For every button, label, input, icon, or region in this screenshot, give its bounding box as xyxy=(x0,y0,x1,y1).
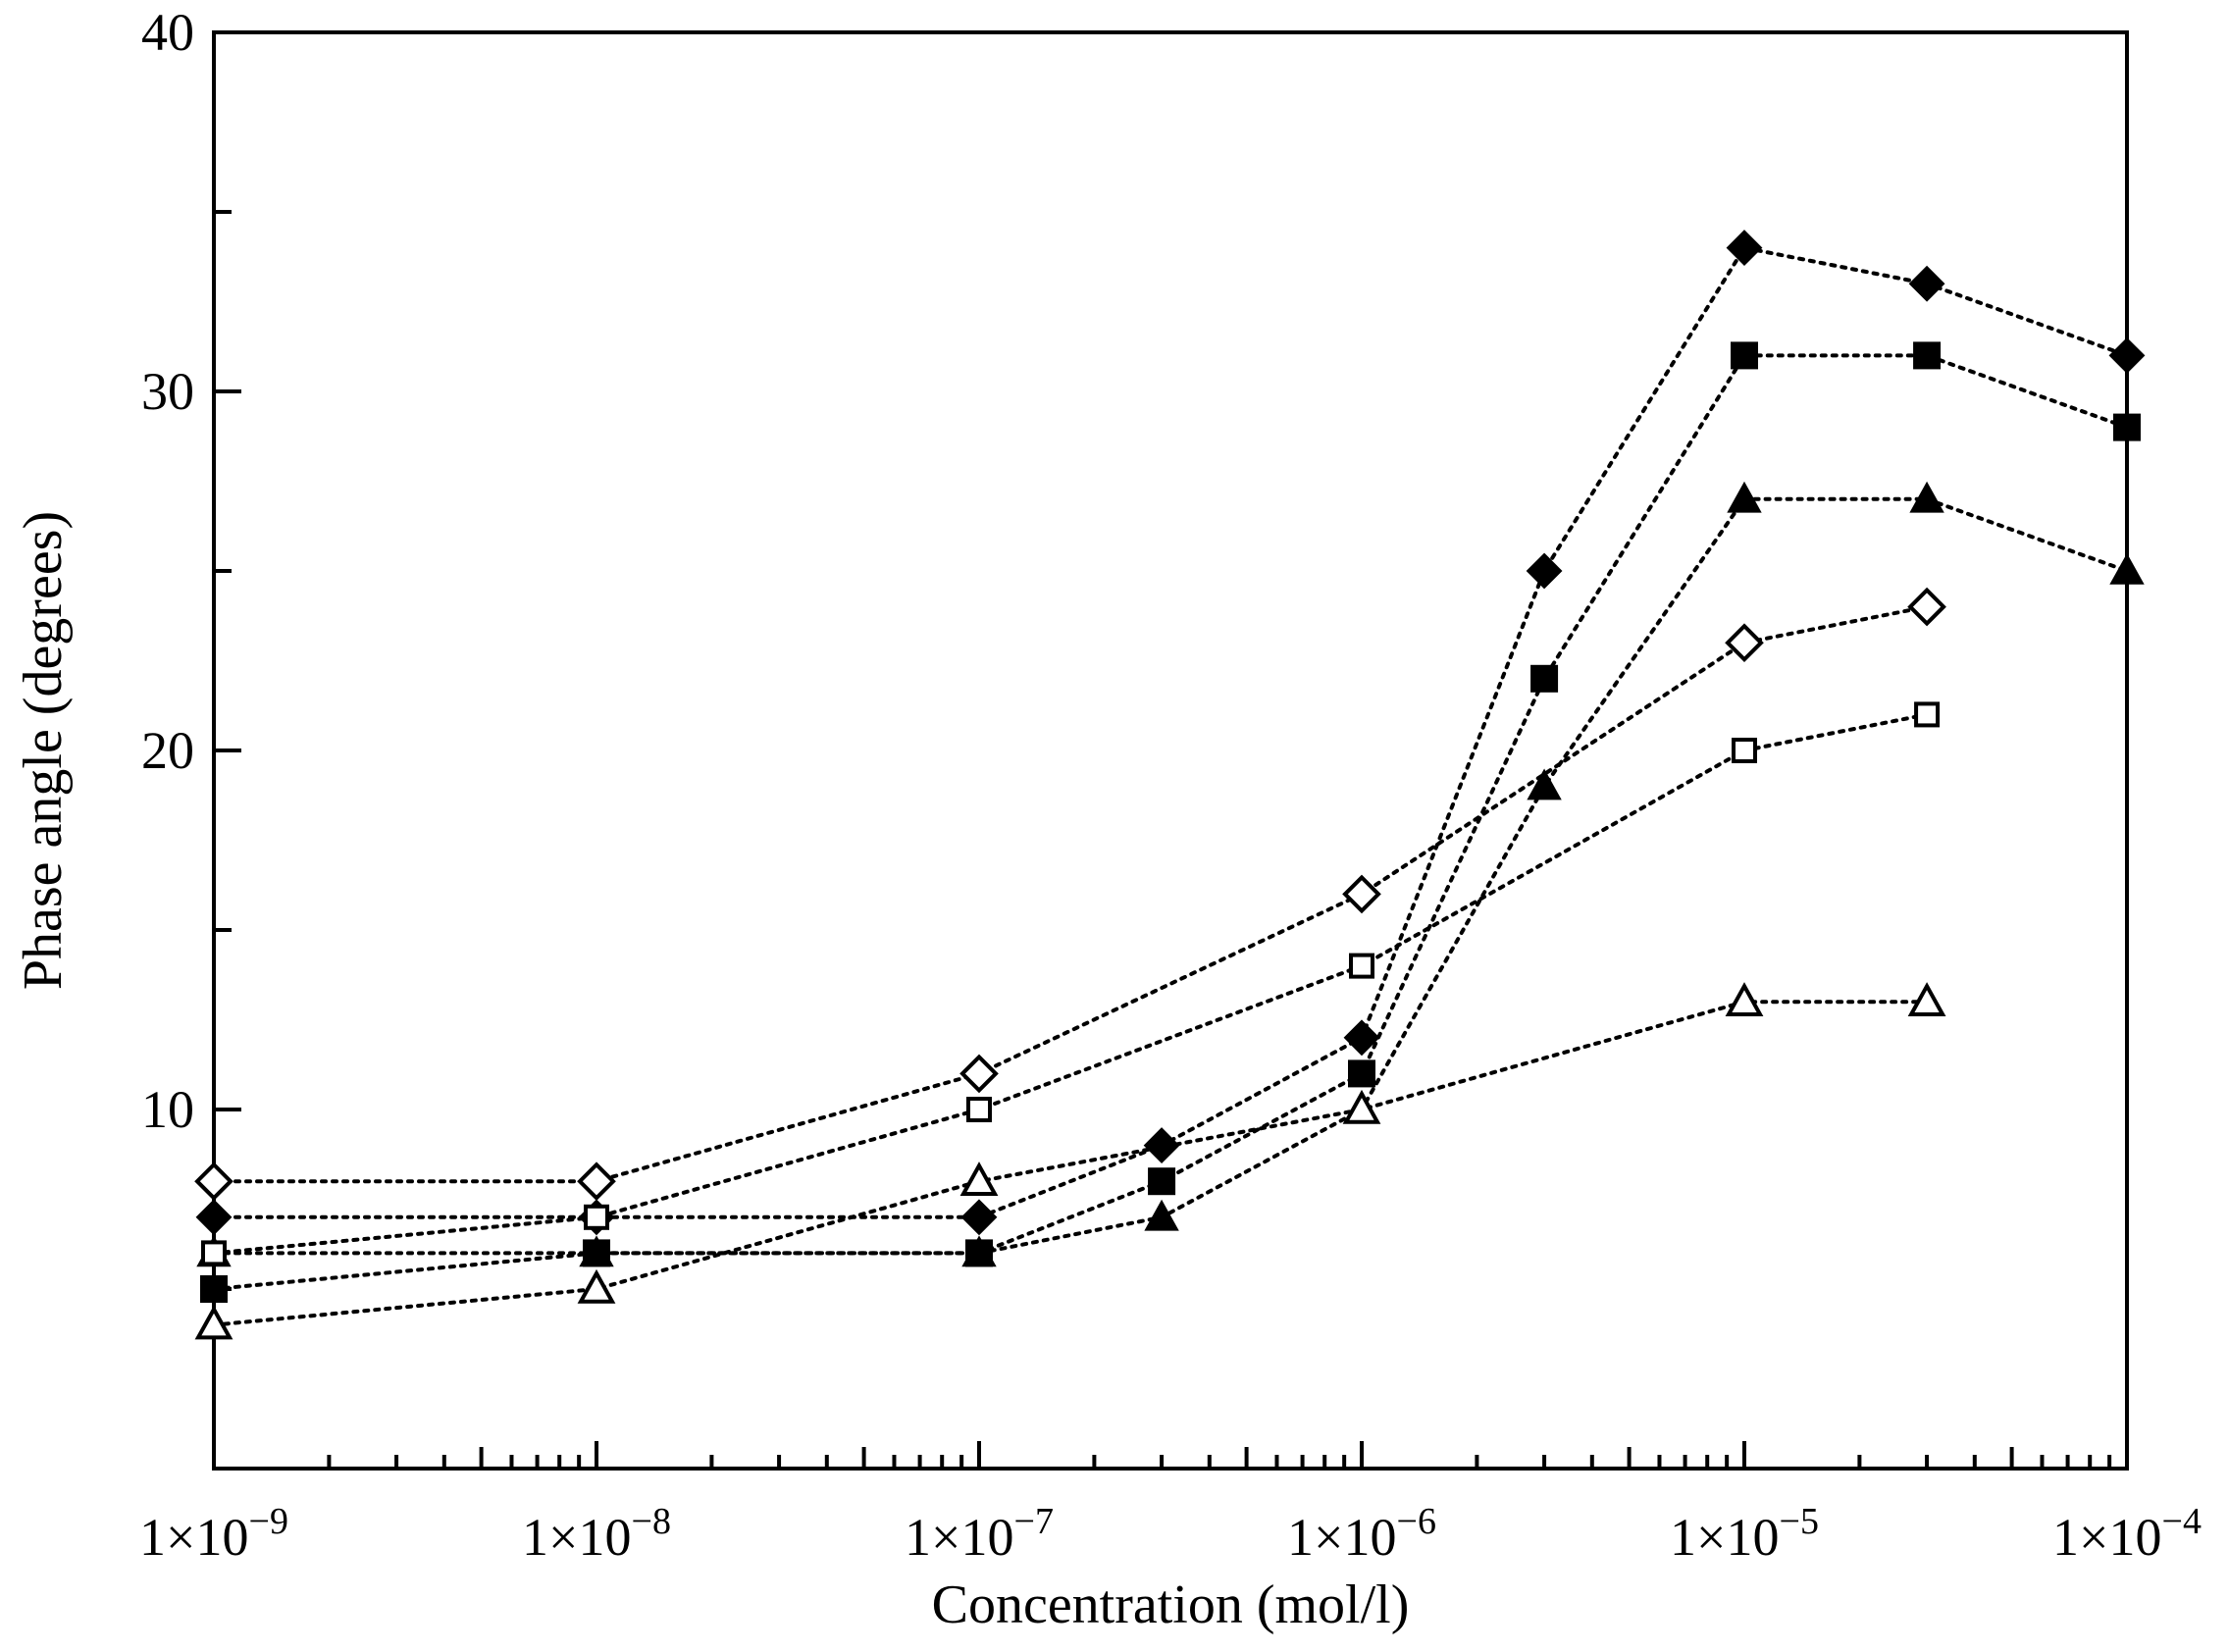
marker-filled-square xyxy=(1348,1059,1375,1088)
marker-open-square xyxy=(1349,953,1374,979)
x-tick-exponent: −6 xyxy=(1397,1501,1436,1542)
series-markers xyxy=(194,230,2146,1340)
axis-ticks xyxy=(212,210,2129,1469)
marker-open-diamond xyxy=(577,1162,616,1202)
marker-filled-square xyxy=(1731,341,1758,370)
x-axis-title: Concentration (mol/l) xyxy=(932,1575,1410,1635)
marker-open-triangle xyxy=(194,1305,233,1340)
x-tick-exponent: −5 xyxy=(1780,1501,1819,1542)
marker-open-diamond xyxy=(194,1162,233,1202)
marker-open-diamond xyxy=(1725,623,1764,663)
marker-filled-square xyxy=(200,1275,228,1303)
marker-open-diamond xyxy=(1907,587,1946,627)
marker-filled-diamond xyxy=(195,1199,233,1236)
series-line-open-diamond xyxy=(212,604,1930,1184)
x-tick-exponent: −8 xyxy=(632,1501,671,1542)
series-line-open-triangle xyxy=(212,1000,1930,1327)
x-tick-label: 1×10−6 xyxy=(1287,1501,1436,1567)
marker-open-triangle xyxy=(1342,1089,1381,1124)
marker-filled-square xyxy=(1530,664,1559,693)
series-lines xyxy=(212,245,2129,1327)
marker-filled-diamond xyxy=(960,1199,998,1236)
x-tick-label: 1×10−8 xyxy=(522,1501,671,1567)
x-tick-exponent: −7 xyxy=(1014,1501,1054,1542)
marker-filled-triangle xyxy=(1727,481,1762,513)
x-tick-exponent: −4 xyxy=(2162,1501,2202,1542)
marker-filled-diamond xyxy=(1908,265,1945,302)
marker-open-square xyxy=(966,1097,992,1122)
plot-frame xyxy=(212,30,2129,1471)
marker-filled-square xyxy=(2113,413,2141,441)
marker-open-diamond xyxy=(959,1054,999,1094)
marker-filled-diamond xyxy=(2108,336,2146,374)
x-tick-label: 1×10−5 xyxy=(1670,1501,1819,1567)
marker-filled-triangle xyxy=(2109,552,2145,585)
marker-filled-triangle xyxy=(1527,768,1562,800)
plot-area xyxy=(212,30,2129,1471)
marker-open-square xyxy=(201,1240,227,1266)
marker-open-diamond xyxy=(1342,874,1381,914)
y-tick-label: 40 xyxy=(141,3,194,62)
x-tick-label: 1×10−4 xyxy=(2052,1501,2202,1567)
marker-open-square xyxy=(1914,701,1941,728)
marker-filled-triangle xyxy=(1144,1199,1179,1231)
x-tick-exponent: −9 xyxy=(249,1501,288,1542)
marker-filled-square xyxy=(1913,341,1942,370)
marker-filled-diamond xyxy=(1143,1127,1180,1164)
marker-filled-triangle xyxy=(961,1235,997,1267)
marker-open-square xyxy=(584,1204,609,1230)
marker-filled-triangle xyxy=(579,1235,614,1267)
tick-labels: 10 20 30 40 1×10−9 1×10−8 1×10−7 1×10−6 1×10−5 1×… xyxy=(139,3,2202,1567)
marker-filled-diamond xyxy=(1343,1019,1380,1057)
y-tick-label: 30 xyxy=(141,362,194,421)
y-tick-label: 10 xyxy=(141,1080,194,1139)
marker-open-triangle xyxy=(1907,982,1946,1016)
marker-filled-triangle xyxy=(1909,481,1944,513)
marker-open-triangle xyxy=(577,1268,616,1304)
marker-open-square xyxy=(1732,738,1757,763)
marker-filled-diamond xyxy=(1526,552,1563,590)
marker-open-triangle xyxy=(1725,982,1764,1016)
marker-open-triangle xyxy=(959,1162,999,1196)
y-axis-title: Phase angle (degrees) xyxy=(13,511,74,990)
series-line-open-square xyxy=(212,712,1930,1256)
x-tick-label: 1×10−9 xyxy=(139,1501,288,1567)
y-tick-label: 20 xyxy=(141,721,194,780)
marker-filled-diamond xyxy=(1726,230,1763,267)
x-tick-label: 1×10−7 xyxy=(905,1501,1054,1567)
marker-filled-square xyxy=(1148,1167,1176,1196)
